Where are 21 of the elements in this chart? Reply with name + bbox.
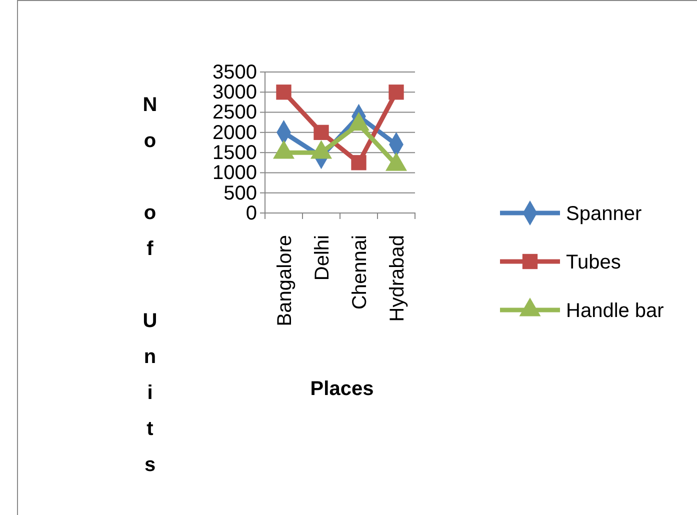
x-tick-label: Chennai	[348, 235, 371, 310]
y-axis-title: No of Units	[139, 94, 161, 490]
legend-label: Spanner	[566, 203, 642, 225]
y-tick-label: 2000	[212, 122, 257, 144]
y-tick-label: 3000	[212, 82, 257, 104]
y-tick-label: 1500	[212, 142, 257, 164]
legend-label: Tubes	[566, 252, 621, 274]
y-tick-label: 0	[246, 202, 257, 224]
point	[276, 84, 292, 100]
point	[314, 124, 329, 140]
y-tick-label: 3500	[212, 61, 257, 84]
x-tick-label: Delhi	[311, 235, 334, 281]
y-tick-label: 1000	[212, 162, 257, 184]
x-axis-title: Places	[310, 378, 374, 400]
y-tick-label: 500	[224, 182, 257, 204]
x-tick-label: Hydrabad	[386, 235, 408, 322]
point	[351, 155, 366, 170]
x-tick-label: Bangalore	[274, 235, 296, 326]
point	[388, 84, 404, 100]
legend-label: Handle bar	[566, 300, 664, 322]
y-tick-label: 2500	[212, 102, 257, 124]
